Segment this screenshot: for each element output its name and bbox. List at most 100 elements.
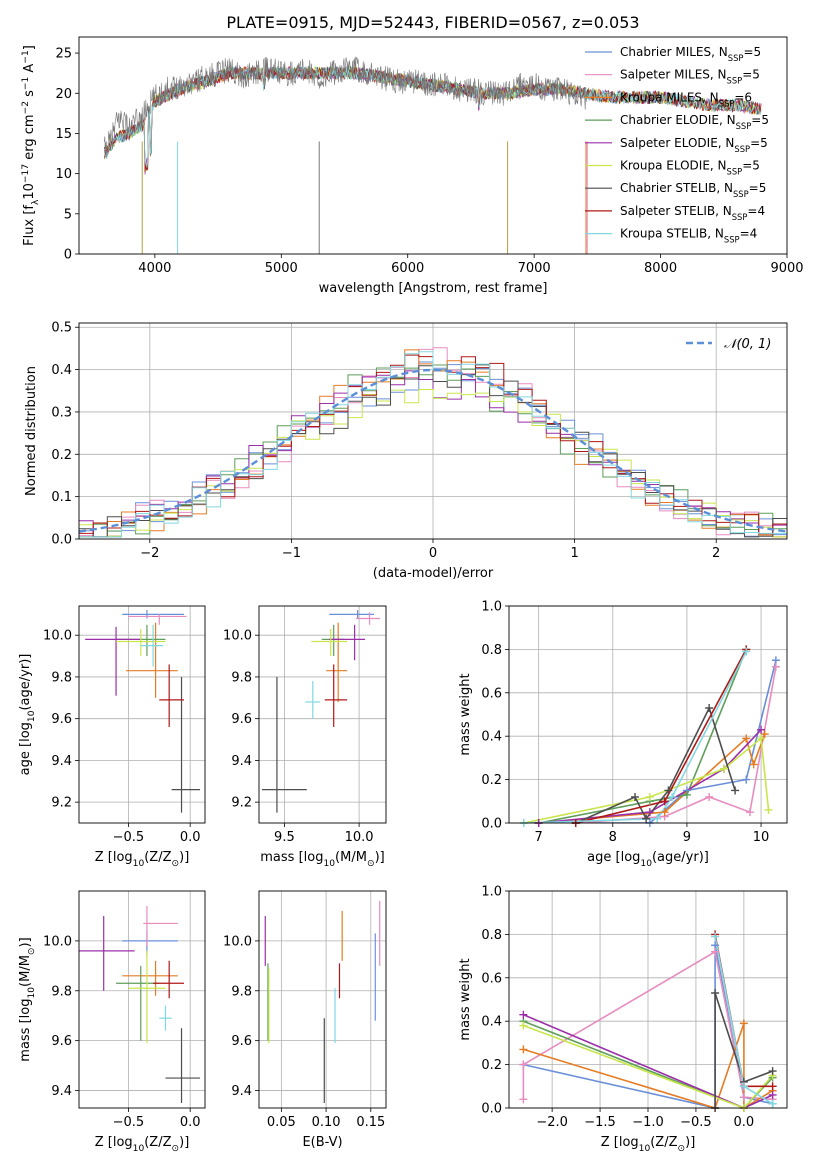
- mass-weight-marker: [711, 988, 720, 997]
- errorbar-point: [122, 930, 178, 956]
- x-tick-label: 6000: [391, 261, 424, 276]
- errorbar-point: [116, 628, 166, 657]
- y-tick-label: 9.8: [231, 984, 252, 999]
- y-tick-label: 0.6: [481, 971, 502, 986]
- mass-weight-marker: [768, 1067, 777, 1076]
- mass-weight-marker: [653, 814, 662, 823]
- mass-weight-marker: [760, 730, 769, 739]
- y-tick-label: 0.4: [51, 363, 72, 378]
- weight-vs-Z-panel: −2.0 −1.5 −1.0 −0.5 0.0 0.0 0.2 0.4 0.6 0.8 1.0 Z […: [458, 885, 788, 1154]
- y-tick-label: 0.0: [481, 1102, 502, 1117]
- x-tick-label: 0.10: [312, 1115, 341, 1130]
- age-vs-Z-panel: −0.5 0.0 9.2 9.4 9.6 9.8 10.0 Z [log10(Z/Z⊙)] ag…: [18, 605, 206, 869]
- x-tick-label: 9.5: [274, 830, 295, 845]
- legend-label: Kroupa STELIB, NSSP=4: [620, 227, 757, 245]
- x-tick-label: 4000: [138, 261, 171, 276]
- errorbar-point: [329, 610, 375, 619]
- legend: 𝒩(0, 1): [686, 337, 771, 352]
- residuals-panel: −2 −1 0 1 2 0.0 0.1 0.2 0.3 0.4 0.5 (data-model)/er…: [24, 321, 788, 581]
- mass-weight-marker: [742, 734, 751, 743]
- x-tick-label: −2.0: [536, 1115, 568, 1130]
- x-tick-label: 8000: [644, 261, 677, 276]
- x-tick-label: −1: [282, 546, 301, 561]
- mass-weight-marker: [711, 932, 720, 941]
- y-tick-label: 9.2: [231, 796, 252, 811]
- mass-weight-marker: [749, 760, 758, 769]
- mass-weight-line: [523, 1020, 774, 1108]
- mass-weight-marker: [739, 1019, 748, 1028]
- mass-weight-marker: [645, 808, 654, 817]
- errorbar-point: [305, 681, 321, 719]
- legend-label: Kroupa MILES, NSSP=6: [620, 90, 752, 108]
- x-axis-label: (data-model)/error: [373, 566, 494, 581]
- y-axis-label: mass weight: [458, 958, 473, 1040]
- y-tick-label: 0.1: [51, 490, 72, 505]
- mass-weight-marker: [768, 1082, 777, 1091]
- plot-frame: [78, 36, 788, 255]
- x-tick-label: 5000: [265, 261, 298, 276]
- plot-area: [261, 610, 381, 813]
- mass-weight-marker: [768, 1090, 777, 1099]
- x-axis-label: E(B-V): [302, 1135, 342, 1150]
- x-tick-label: 0.0: [180, 1115, 201, 1130]
- mass-weight-marker: [664, 786, 673, 795]
- errorbar-point: [143, 905, 178, 946]
- y-axis-label: mass [log10(M/M⊙)]: [18, 937, 37, 1061]
- mass-weight-marker: [757, 734, 766, 743]
- mass-weight-marker: [682, 790, 691, 799]
- mass-weight-marker: [660, 797, 669, 806]
- y-tick-label: 9.8: [51, 670, 72, 685]
- y-tick-label: 0.2: [481, 1058, 502, 1073]
- legend-label: Salpeter MILES, NSSP=5: [620, 68, 760, 86]
- observed-spectrum-line: [104, 56, 588, 159]
- figure-title: PLATE=0915, MJD=52443, FIBERID=0567, z=0…: [226, 13, 639, 32]
- x-tick-label: −1.0: [632, 1115, 664, 1130]
- age-vs-mass-panel: 9.5 10.0 9.2 9.4 9.6 9.8 10.0 mass [log10(M/M⊙)…: [223, 605, 387, 869]
- y-tick-label: 10.0: [43, 629, 72, 644]
- y-tick-label: 10.0: [223, 934, 252, 949]
- mass-weight-marker: [742, 647, 751, 656]
- legend-entry: Kroupa MILES, NSSP=6: [585, 90, 752, 108]
- spectrum-panel: 4000 5000 6000 7000 8000 9000 0 5 10 15 20 25 wavele…: [21, 36, 804, 296]
- mass-weight-marker: [745, 808, 754, 817]
- plot-area: [85, 610, 201, 813]
- y-tick-label: 9.8: [51, 984, 72, 999]
- y-axis-label: age [log10(age/yr)]: [18, 654, 37, 776]
- y-tick-label: 9.4: [231, 1084, 252, 1099]
- legend: Chabrier MILES, NSSP=5 Salpeter MILES, NS…: [585, 45, 769, 245]
- errorbar-point: [85, 626, 141, 696]
- y-tick-label: 9.6: [231, 1034, 252, 1049]
- legend-label: Salpeter STELIB, NSSP=4: [620, 204, 765, 222]
- mass-weight-marker: [771, 662, 780, 671]
- x-axis-label: mass [log10(M/M⊙)]: [260, 850, 384, 869]
- errorbar-point: [159, 664, 184, 728]
- y-tick-label: 9.4: [51, 754, 72, 769]
- y-tick-label: 0.0: [481, 817, 502, 832]
- mass-weight-line: [714, 992, 773, 1108]
- y-tick-label: 0.0: [51, 533, 72, 548]
- errorbar-point: [311, 628, 348, 657]
- mass-weight-marker: [705, 792, 714, 801]
- legend-entry: Salpeter ELODIE, NSSP=5: [585, 136, 768, 154]
- legend-entry: Salpeter MILES, NSSP=5: [585, 68, 760, 86]
- y-axis-label: Flux [fλ10−17 erg cm−2 s−1 A−1]: [21, 45, 41, 246]
- x-tick-label: 0.15: [356, 1115, 385, 1130]
- y-tick-label: 10.0: [223, 629, 252, 644]
- x-tick-label: 0.0: [734, 1115, 755, 1130]
- plot-frame: [508, 890, 788, 1109]
- errorbar-point: [356, 612, 381, 625]
- mass-weight-marker: [705, 703, 714, 712]
- errorbar-point: [153, 960, 184, 999]
- y-tick-label: 0.4: [481, 730, 502, 745]
- x-tick-label: 10: [753, 830, 770, 845]
- mass-weight-marker: [768, 1099, 777, 1108]
- plot-area: [264, 900, 381, 1104]
- errorbar-point: [159, 1005, 172, 1031]
- x-tick-label: −0.5: [680, 1115, 712, 1130]
- y-tick-label: 0.2: [51, 448, 72, 463]
- mass-weight-marker: [519, 1010, 528, 1019]
- y-tick-label: 9.6: [51, 1034, 72, 1049]
- mass-weight-marker: [739, 1093, 748, 1102]
- y-tick-label: 0.8: [481, 643, 502, 658]
- x-tick-label: −1.5: [584, 1115, 616, 1130]
